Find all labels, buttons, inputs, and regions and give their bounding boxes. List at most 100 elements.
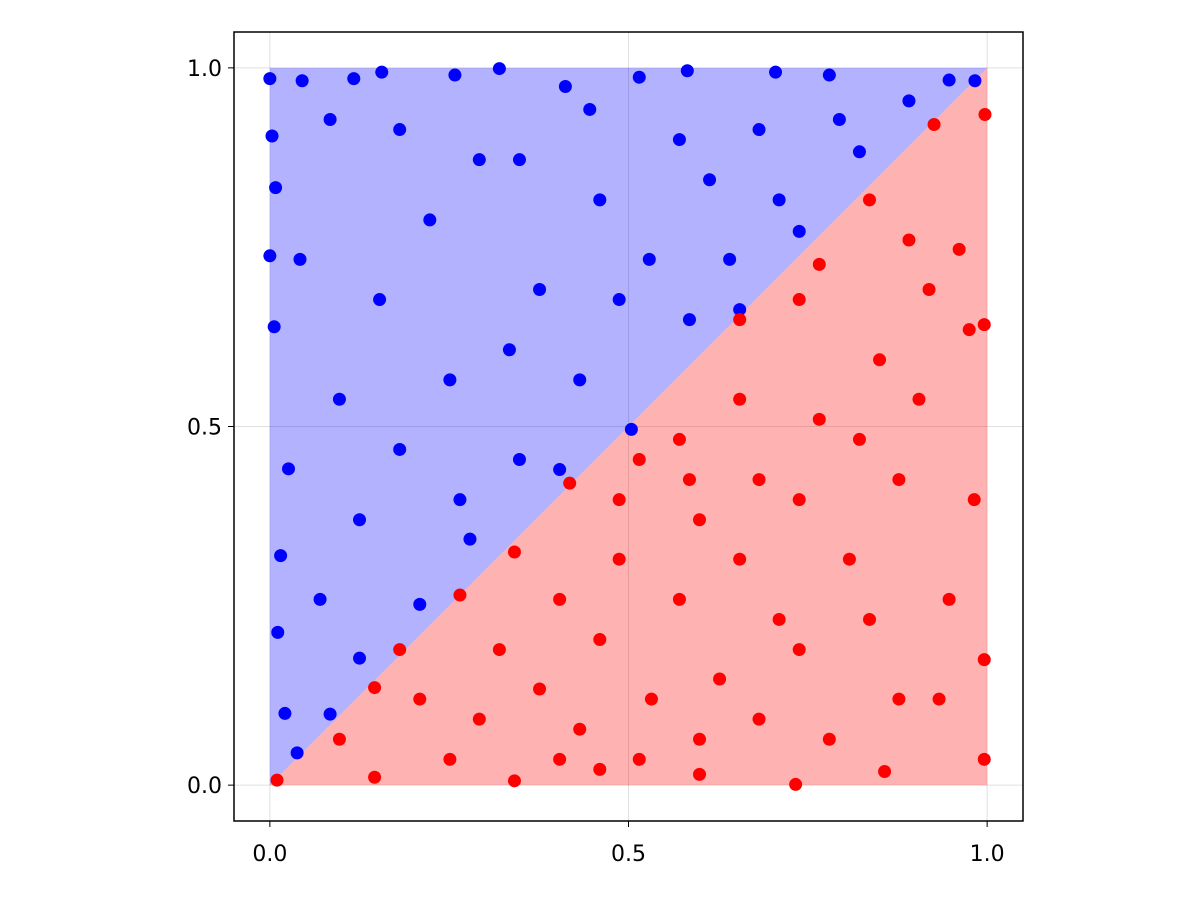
red-point xyxy=(822,732,836,746)
red-point xyxy=(863,193,877,207)
red-point xyxy=(792,493,806,507)
blue-point xyxy=(902,94,916,108)
red-point xyxy=(672,592,686,606)
red-point xyxy=(733,392,747,406)
red-point xyxy=(932,692,946,706)
red-point xyxy=(977,653,991,667)
red-point xyxy=(812,257,826,271)
blue-point xyxy=(792,224,806,238)
blue-point xyxy=(278,706,292,720)
blue-point xyxy=(593,193,607,207)
blue-point xyxy=(373,293,387,307)
red-point xyxy=(632,752,646,766)
blue-point xyxy=(512,153,526,167)
blue-point xyxy=(512,452,526,466)
red-point xyxy=(752,712,766,726)
red-point xyxy=(270,773,284,787)
x-axis-ticks: 0.0 0.5 1.0 xyxy=(252,821,1005,867)
red-point xyxy=(443,752,457,766)
blue-point xyxy=(443,373,457,387)
red-point xyxy=(507,774,521,788)
y-axis-ticks: 0.0 0.5 1.0 xyxy=(187,57,234,799)
red-point xyxy=(492,643,506,657)
red-point xyxy=(952,242,966,256)
blue-point xyxy=(772,193,786,207)
red-point xyxy=(863,612,877,626)
red-point xyxy=(632,452,646,466)
blue-point xyxy=(269,181,283,195)
blue-point xyxy=(332,392,346,406)
red-point xyxy=(878,765,892,779)
blue-point xyxy=(313,592,327,606)
x-tick-label: 0.0 xyxy=(252,842,287,867)
red-point xyxy=(693,767,707,781)
blue-point xyxy=(293,252,307,266)
x-tick-label: 1.0 xyxy=(970,842,1005,867)
blue-point xyxy=(769,65,783,79)
red-point xyxy=(967,493,981,507)
blue-point xyxy=(472,153,486,167)
red-point xyxy=(942,592,956,606)
red-point xyxy=(977,752,991,766)
red-point xyxy=(772,612,786,626)
blue-point xyxy=(393,123,407,137)
red-point xyxy=(927,118,941,132)
blue-point xyxy=(733,303,747,317)
red-point xyxy=(332,732,346,746)
red-point xyxy=(553,752,567,766)
y-tick-label: 1.0 xyxy=(187,57,222,82)
blue-point xyxy=(463,532,477,546)
blue-point xyxy=(347,72,361,86)
blue-point xyxy=(832,113,846,127)
blue-point xyxy=(852,145,866,159)
red-point xyxy=(533,682,547,696)
blue-point xyxy=(533,283,547,297)
red-point xyxy=(977,318,991,332)
red-point xyxy=(573,722,587,736)
blue-point xyxy=(558,80,572,94)
blue-point xyxy=(632,70,646,84)
red-point xyxy=(507,545,521,559)
red-point xyxy=(593,762,607,776)
red-point xyxy=(902,233,916,247)
blue-point xyxy=(265,129,279,143)
blue-point xyxy=(553,463,567,477)
blue-point xyxy=(423,213,437,227)
red-point xyxy=(789,777,803,791)
blue-point xyxy=(502,343,516,357)
blue-point xyxy=(752,123,766,137)
blue-point xyxy=(942,73,956,87)
blue-point xyxy=(413,597,427,611)
blue-point xyxy=(353,651,367,665)
red-point xyxy=(693,513,707,527)
red-point xyxy=(413,692,427,706)
x-tick-label: 0.5 xyxy=(611,842,646,867)
blue-point xyxy=(290,746,304,760)
red-point xyxy=(978,107,992,121)
red-point xyxy=(733,552,747,566)
red-point xyxy=(368,681,382,695)
y-tick-label: 0.0 xyxy=(187,774,222,799)
blue-point xyxy=(453,493,467,507)
red-point xyxy=(842,552,856,566)
scatter-points xyxy=(263,62,992,791)
red-point xyxy=(892,692,906,706)
red-point xyxy=(553,592,567,606)
blue-point xyxy=(295,74,309,88)
blue-point xyxy=(612,293,626,307)
red-point xyxy=(962,323,976,337)
red-point xyxy=(612,493,626,507)
red-point xyxy=(713,672,727,686)
red-point xyxy=(752,473,766,487)
red-point xyxy=(852,432,866,446)
red-point xyxy=(644,692,658,706)
red-point xyxy=(892,473,906,487)
blue-point xyxy=(703,173,717,187)
blue-point xyxy=(274,549,288,563)
red-point xyxy=(682,473,696,487)
blue-point xyxy=(672,133,686,147)
blue-point xyxy=(723,252,737,266)
red-point xyxy=(393,643,407,657)
blue-point xyxy=(323,707,337,721)
blue-point xyxy=(624,422,638,436)
